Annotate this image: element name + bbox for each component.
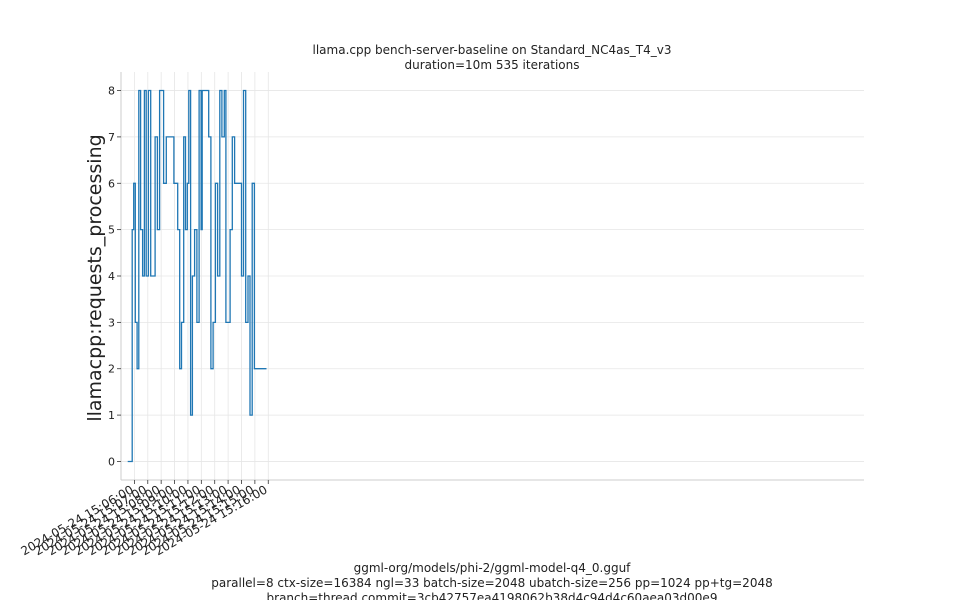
y-tick-label: 4: [108, 270, 115, 283]
y-tick-label: 6: [108, 177, 115, 190]
y-axis-label: llamacpp:requests_processing: [84, 134, 106, 421]
y-tick-label: 7: [108, 131, 115, 144]
y-tick-label: 0: [108, 455, 115, 468]
series-group: [127, 89, 267, 463]
y-tick-label: 5: [108, 224, 115, 237]
x-axis-label-line-1: ggml-org/models/phi-2/ggml-model-q4_0.gg…: [354, 561, 632, 575]
y-tick-label: 8: [108, 85, 115, 98]
grid: [121, 72, 864, 480]
x-axis-label-line-2: parallel=8 ctx-size=16384 ngl=33 batch-s…: [211, 576, 772, 590]
y-ticks: 0 1 2 3 4 5 6 7 8: [108, 85, 121, 468]
y-tick-label: 3: [108, 316, 115, 329]
series-line: [127, 89, 267, 463]
y-tick-label: 1: [108, 409, 115, 422]
x-axis-label-line-3: branch=thread commit=3cb42757ea4198062b3…: [267, 591, 718, 600]
y-tick-label: 2: [108, 363, 115, 376]
chart-title-line-2: duration=10m 535 iterations: [405, 58, 580, 72]
chart-title-line-1: llama.cpp bench-server-baseline on Stand…: [313, 43, 672, 57]
